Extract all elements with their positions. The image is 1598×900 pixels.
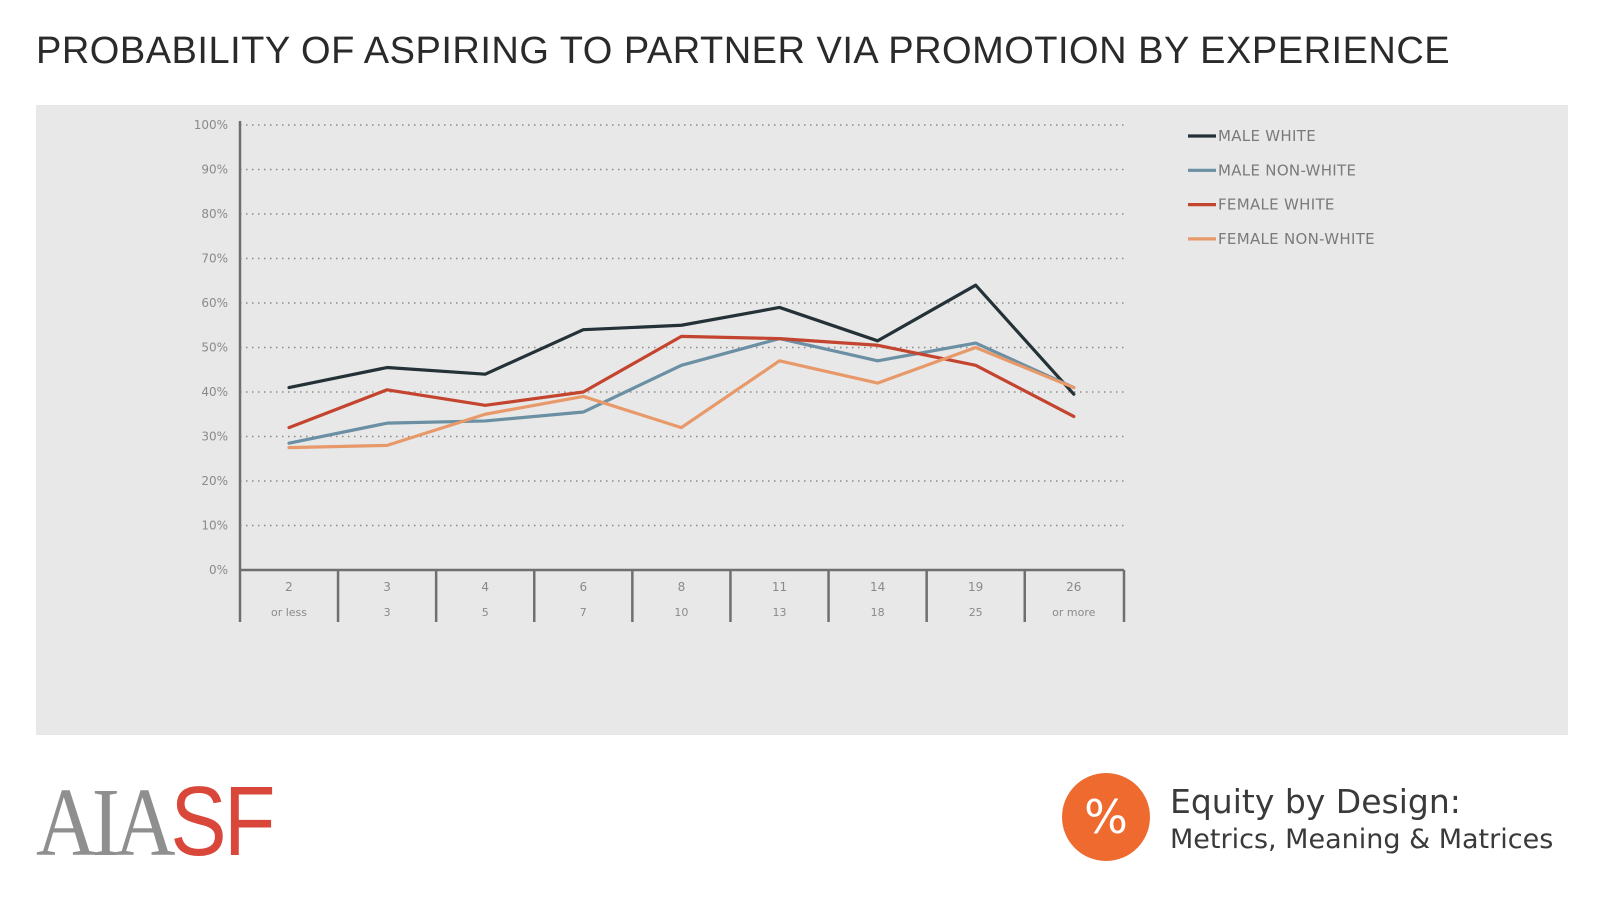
x-tick-sublabel: 3 [384,606,391,619]
x-tick-sublabel: 13 [773,606,787,619]
x-tick-sublabel: 10 [674,606,688,619]
y-tick-label: 80% [201,207,228,221]
x-tick-label: 19 [968,580,983,594]
page-title: PROBABILITY OF ASPIRING TO PARTNER VIA P… [36,30,1451,72]
x-tick-label: 11 [772,580,787,594]
x-tick-sublabel: 5 [482,606,489,619]
logo-sf-text: SF [170,766,275,876]
series-line-female-non-white [287,345,1076,450]
project-title: Equity by Design: [1170,782,1461,821]
y-tick-label: 70% [201,252,228,266]
x-tick-label: 6 [579,580,587,594]
y-tick-label: 10% [201,519,228,533]
legend-label-male-white: MALE WHITE [1218,127,1316,145]
series-line-male-non-white [287,337,1076,445]
legend-label-male-non-white: MALE NON-WHITE [1218,161,1356,179]
x-tick-label: 26 [1066,580,1081,594]
line-chart: 0% 10% 20% 30% 40% 50% 60% 70% 80% 90% 100% 2 or les… [194,118,1375,622]
x-tick-sublabel: 25 [969,606,983,619]
x-tick-label: 4 [481,580,489,594]
x-tick-sublabel: or more [1052,606,1095,619]
x-tick-sublabel: or less [271,606,307,619]
legend-label-female-white: FEMALE WHITE [1218,196,1335,214]
project-subtitle: Metrics, Meaning & Matrices [1170,824,1554,855]
series-line-female-white [287,334,1076,430]
series-line-male-white [287,283,1076,396]
y-tick-label: 60% [201,296,228,310]
y-tick-label: 90% [201,163,228,177]
y-tick-label: 40% [201,385,228,399]
aiasf-logo: AIASF [36,772,275,872]
x-tick-sublabel: 18 [871,606,885,619]
x-tick-label: 3 [383,580,391,594]
y-tick-label: 0% [209,563,228,577]
chart-panel: 0% 10% 20% 30% 40% 50% 60% 70% 80% 90% 100% 2 or les… [36,105,1568,735]
y-tick-label: 30% [201,430,228,444]
logo-aia-text: AIA [36,769,175,877]
x-tick-label: 14 [870,580,885,594]
percent-badge-icon: % [1062,773,1150,861]
legend-label-female-non-white: FEMALE NON-WHITE [1218,230,1375,248]
y-tick-label: 100% [194,118,228,132]
y-tick-label: 20% [201,474,228,488]
y-tick-label: 50% [201,341,228,355]
x-tick-label: 8 [678,580,686,594]
x-tick-label: 2 [285,580,293,594]
x-tick-sublabel: 7 [580,606,587,619]
